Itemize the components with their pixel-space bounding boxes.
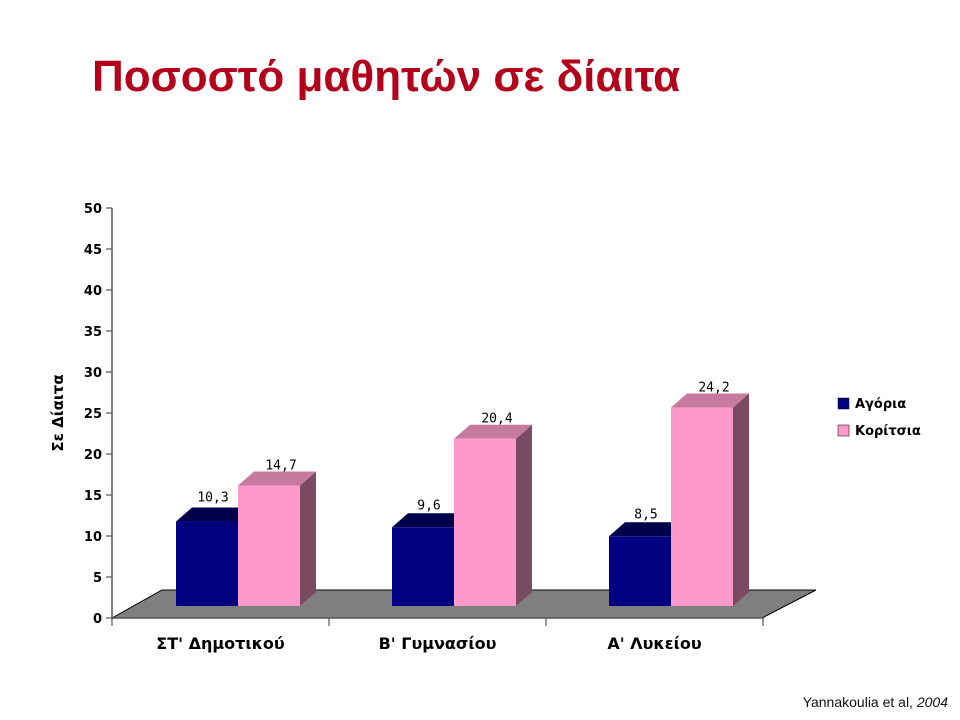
legend-label: Κορίτσια <box>855 424 921 439</box>
legend-swatch-boys <box>837 397 850 410</box>
bar-girls <box>454 438 516 606</box>
y-axis-title: Σε Δίαιτα <box>49 374 67 451</box>
bar-girls-side <box>733 393 749 606</box>
y-tick-label: 45 <box>84 243 102 258</box>
bar-girls-top <box>454 424 532 439</box>
data-label: 24,2 <box>698 381 729 396</box>
data-label: 20,4 <box>481 412 512 427</box>
x-tick-label: Α' Λυκείου <box>607 634 702 653</box>
y-tick-label: 25 <box>84 407 102 422</box>
x-tick-label: Β' Γυμνασίου <box>379 634 497 653</box>
bar-girls-top <box>671 393 749 408</box>
data-label: 9,6 <box>417 498 440 513</box>
bar-girls <box>238 485 300 606</box>
y-tick-label: 35 <box>84 325 102 340</box>
bar-boys-top <box>392 513 470 528</box>
bar-boys <box>392 527 454 606</box>
bar-boys-top <box>609 522 687 537</box>
bar-girls-side <box>300 471 316 606</box>
data-label: 14,7 <box>265 458 296 473</box>
citation-author: Yannakoulia et al, <box>802 694 913 710</box>
citation-year: 2004 <box>916 694 948 710</box>
bar-boys <box>176 521 238 606</box>
y-tick-label: 5 <box>93 571 102 586</box>
bar-girls-top <box>238 471 316 486</box>
page-title: Ποσοστό μαθητών σε δίαιτα <box>92 52 681 101</box>
data-label: 8,5 <box>634 507 657 522</box>
bar-boys <box>609 536 671 606</box>
y-tick-label: 30 <box>84 366 102 381</box>
legend-swatch-girls <box>837 424 850 437</box>
y-tick-label: 15 <box>84 489 102 504</box>
legend-label: Αγόρια <box>855 397 906 412</box>
bar-girls <box>671 407 733 606</box>
citation: Yannakoulia et al, 2004 <box>803 694 948 710</box>
y-tick-label: 20 <box>84 448 102 463</box>
x-tick-label: ΣΤ' Δημοτικού <box>156 634 285 653</box>
bar-girls-side <box>516 424 532 606</box>
y-tick-label: 0 <box>93 612 102 627</box>
y-tick-label: 50 <box>84 202 102 217</box>
bar-boys-top <box>176 507 254 522</box>
y-tick-label: 10 <box>84 530 102 545</box>
y-tick-label: 40 <box>84 284 102 299</box>
data-label: 10,3 <box>197 491 228 506</box>
